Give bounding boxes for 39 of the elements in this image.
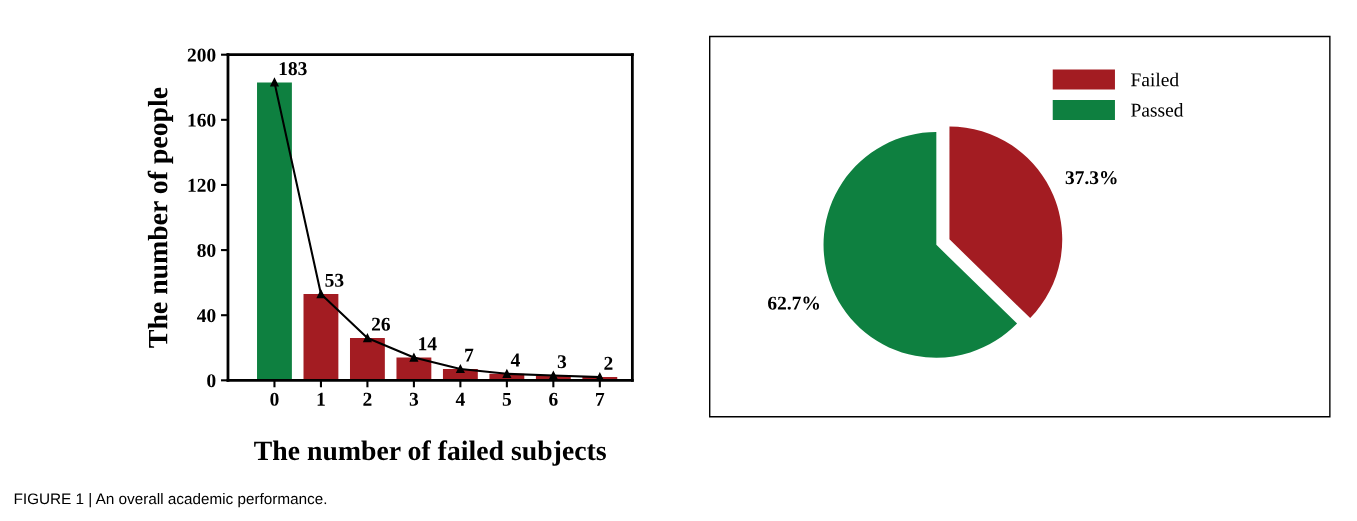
y-tick-label: 160 (188, 113, 216, 127)
point (549, 371, 558, 380)
y-tick-label: 40 (196, 309, 216, 323)
x-tick-label: 1 (317, 392, 325, 406)
data-label: 37.3% (1065, 171, 1117, 185)
y-tick-label: 0 (207, 374, 216, 388)
data-label: 53 (325, 273, 344, 287)
data-label: 3 (557, 355, 567, 369)
x-tick-label: 6 (549, 392, 558, 406)
point (363, 333, 372, 343)
data-label: 2 (604, 356, 613, 370)
x-tick-label: 4 (455, 392, 465, 406)
point (409, 353, 419, 362)
x-axis-title: The number of failed subjects (254, 440, 606, 466)
data-label: 183 (279, 62, 307, 76)
y-tick-label: 200 (187, 48, 216, 62)
legend-label: Passed (1131, 103, 1184, 117)
data-label: 62.7% (768, 296, 820, 310)
y-tick-label: 80 (197, 243, 216, 258)
data-label: 4 (510, 353, 520, 367)
caption: FIGURE 1 | An overall academic performance. (14, 493, 327, 508)
x-tick-label: 2 (363, 392, 372, 406)
point (502, 369, 512, 378)
legend-label: Failed (1131, 72, 1179, 87)
x-tick-label: 3 (409, 392, 419, 406)
data-label: 7 (465, 348, 474, 362)
bar (257, 82, 292, 381)
point (316, 289, 326, 299)
x-tick-label: 7 (596, 392, 605, 406)
x-tick-label: 5 (502, 392, 512, 406)
bar (349, 338, 385, 381)
point (456, 364, 465, 374)
bar (303, 294, 339, 381)
y-tick-label: 120 (188, 178, 216, 192)
y-axis-title: The number of people (147, 87, 174, 348)
point (270, 78, 279, 87)
data-label: 14 (419, 337, 437, 351)
data-label: 26 (371, 317, 391, 331)
x-tick-label: 0 (270, 392, 279, 406)
